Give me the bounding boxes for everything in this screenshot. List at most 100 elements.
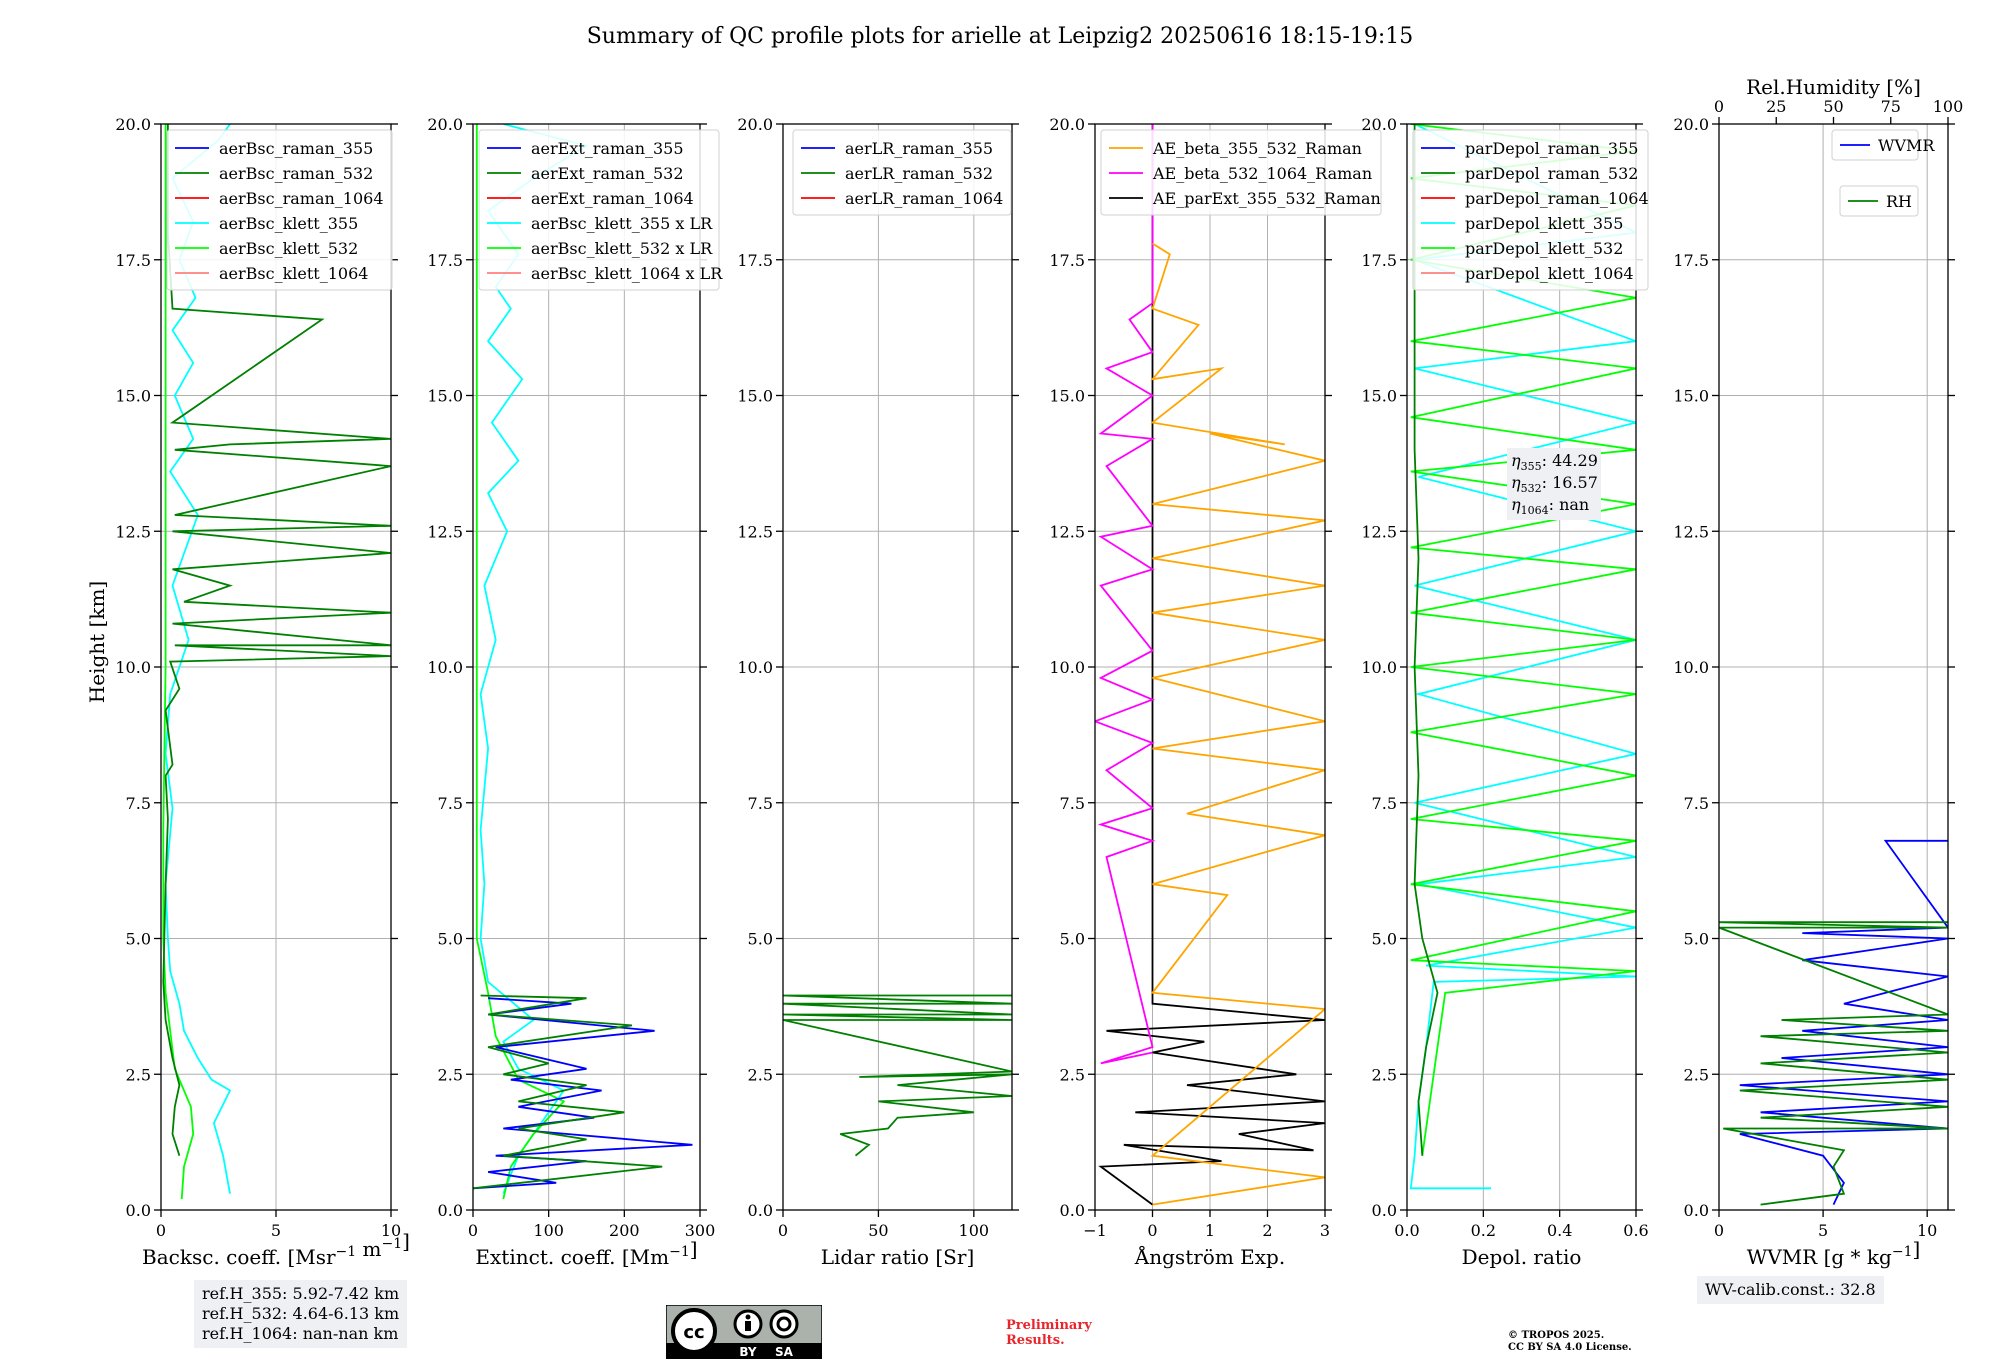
series-parDepol_klett_532 bbox=[1410, 124, 1636, 1156]
series-aerExt_raman_355 bbox=[473, 997, 693, 1190]
legend-label: aerBsc_klett_532 x LR bbox=[531, 239, 713, 258]
y-tick-label: 20.0 bbox=[1049, 115, 1085, 134]
y-tick-label: 20.0 bbox=[737, 115, 773, 134]
x-tick-label: 10 bbox=[381, 1221, 401, 1240]
cc-sa-text: SA bbox=[775, 1345, 794, 1359]
legend-label: aerBsc_klett_1064 bbox=[219, 264, 368, 283]
legend-box bbox=[1412, 129, 1649, 291]
y-tick-label: 7.5 bbox=[748, 794, 773, 813]
legend-box bbox=[792, 129, 1012, 216]
panel-lidar_ratio: 0.0 2.5 5.0 7.5 10.0 12.5 15.0 17.5 20.0 0 50 100 Li… bbox=[737, 115, 1019, 1269]
x-tick-label: 5 bbox=[1818, 1221, 1828, 1240]
y-axis-label: Height [km] bbox=[85, 581, 109, 703]
y-tick-label: 0.0 bbox=[438, 1201, 463, 1220]
series-aerExt_raman_532 bbox=[473, 994, 663, 1190]
series-parDepol_raman_532 bbox=[1413, 124, 1439, 1156]
legend-label: aerBsc_klett_1064 x LR bbox=[531, 264, 723, 283]
y-tick-label: 10.0 bbox=[737, 658, 773, 677]
y-tick-label: 2.5 bbox=[748, 1065, 773, 1084]
annotation-box bbox=[1507, 448, 1601, 520]
ref-height-1064: ref.H_1064: nan-nan km bbox=[202, 1324, 399, 1343]
x-tick-label: 0.2 bbox=[1471, 1221, 1496, 1240]
x-tick-label: 5 bbox=[271, 1221, 281, 1240]
y-tick-label: 7.5 bbox=[1060, 794, 1085, 813]
series-group bbox=[1095, 124, 1325, 1206]
x-tick-label: 0.6 bbox=[1623, 1221, 1648, 1240]
wv-calib-box: WV-calib.const.: 32.8 bbox=[1697, 1276, 1884, 1304]
legend-label: aerExt_raman_532 bbox=[531, 164, 684, 183]
legend-label: aerBsc_raman_355 bbox=[219, 139, 373, 158]
legend: aerExt_raman_355 aerExt_raman_532 aerExt_r… bbox=[478, 129, 723, 291]
legend-label: AE_beta_355_532_Raman bbox=[1152, 139, 1362, 158]
x-axis-label: Lidar ratio [Sr] bbox=[821, 1245, 975, 1269]
y-tick-label: 15.0 bbox=[1673, 387, 1709, 406]
y-tick-label: 17.5 bbox=[427, 251, 463, 270]
y-tick-label: 20.0 bbox=[115, 115, 151, 134]
panel-extinction: 0.0 2.5 5.0 7.5 10.0 12.5 15.0 17.5 20.0 0 100 200 3… bbox=[427, 115, 723, 1269]
legend-label: AE_beta_532_1064_Raman bbox=[1152, 164, 1372, 183]
y-tick-label: 2.5 bbox=[126, 1065, 151, 1084]
y-tick-label: 10.0 bbox=[427, 658, 463, 677]
x-axis-label: WVMR [g * kg−1] bbox=[1747, 1237, 1921, 1269]
cc-icon: cc bbox=[683, 1322, 704, 1343]
x-tick-label: 1 bbox=[1205, 1221, 1215, 1240]
y-tick-label: 5.0 bbox=[1060, 930, 1085, 949]
x-tick-label: 10 bbox=[1917, 1221, 1937, 1240]
legend-label: aerExt_raman_1064 bbox=[531, 189, 694, 208]
y-tick-label: 0.0 bbox=[1060, 1201, 1085, 1220]
x-tick-label: 300 bbox=[685, 1221, 716, 1240]
series-aerBsc_klett_532 bbox=[162, 124, 195, 1200]
preliminary-note: Preliminary Results. bbox=[1006, 1318, 1092, 1348]
series-group bbox=[1409, 124, 1636, 1190]
y-tick-label: 10.0 bbox=[1361, 658, 1397, 677]
x-axis-label: Depol. ratio bbox=[1462, 1245, 1582, 1269]
legend-label: aerBsc_klett_355 bbox=[219, 214, 358, 233]
legend: AE_beta_355_532_Raman AE_beta_532_1064_Ra… bbox=[1100, 129, 1382, 216]
legend: aerBsc_raman_355 aerBsc_raman_532 aerBsc_r… bbox=[166, 129, 393, 291]
y-tick-label: 15.0 bbox=[427, 387, 463, 406]
cc-by-sa-badge: cc BY SA bbox=[666, 1305, 822, 1359]
legend-label: aerExt_raman_355 bbox=[531, 139, 684, 158]
series-group bbox=[783, 994, 1012, 1157]
figure-title: Summary of QC profile plots for arielle … bbox=[587, 24, 1414, 49]
legend-label: aerLR_raman_532 bbox=[845, 164, 993, 183]
y-tick-label: 0.0 bbox=[1372, 1201, 1397, 1220]
cc-by-text: BY bbox=[739, 1345, 756, 1359]
legend: aerLR_raman_355 aerLR_raman_532 aerLR_rama… bbox=[792, 129, 1012, 216]
legend-box bbox=[1831, 129, 1919, 161]
y-tick-label: 12.5 bbox=[1049, 522, 1085, 541]
legend-label: aerLR_raman_1064 bbox=[845, 189, 1003, 208]
copyright-note: © TROPOS 2025. CC BY SA 4.0 License. bbox=[1508, 1330, 1632, 1354]
copyright-line-1: © TROPOS 2025. bbox=[1508, 1330, 1605, 1341]
series-aerBsc_klett_532 x LR bbox=[475, 124, 566, 1200]
y-tick-label: 17.5 bbox=[115, 251, 151, 270]
y-tick-label: 17.5 bbox=[1049, 251, 1085, 270]
x-tick-label: 3 bbox=[1320, 1221, 1330, 1240]
x-tick-label: 2 bbox=[1262, 1221, 1272, 1240]
y-tick-label: 17.5 bbox=[1673, 251, 1709, 270]
legend: WVMR bbox=[1831, 129, 1935, 161]
y-tick-label: 10.0 bbox=[115, 658, 151, 677]
y-tick-label: 20.0 bbox=[427, 115, 463, 134]
top-x-axis-label: Rel.Humidity [%] bbox=[1746, 75, 1921, 99]
y-tick-label: 20.0 bbox=[1361, 115, 1397, 134]
x-tick-label: 0 bbox=[1147, 1221, 1157, 1240]
legend-box bbox=[478, 129, 720, 291]
y-tick-label: 5.0 bbox=[748, 930, 773, 949]
series-WVMR bbox=[1739, 839, 1948, 1205]
panel-angstrom: 0.0 2.5 5.0 7.5 10.0 12.5 15.0 17.5 20.0 −1 0 1 2 3 Ån… bbox=[1049, 115, 1382, 1269]
x-axis-label: Backsc. coeff. [Msr−1 m−1] bbox=[142, 1229, 410, 1269]
preliminary-line-2: Results. bbox=[1006, 1333, 1065, 1348]
y-tick-label: 15.0 bbox=[115, 387, 151, 406]
x-axis-label: Ångström Exp. bbox=[1134, 1244, 1285, 1269]
y-tick-label: 5.0 bbox=[438, 930, 463, 949]
series-group bbox=[1719, 839, 1948, 1206]
y-tick-label: 12.5 bbox=[737, 522, 773, 541]
legend-label: parDepol_klett_532 bbox=[1465, 239, 1623, 258]
top-x-tick-label: 75 bbox=[1881, 97, 1901, 116]
y-tick-label: 12.5 bbox=[115, 522, 151, 541]
y-tick-label: 17.5 bbox=[737, 251, 773, 270]
x-tick-label: 0 bbox=[156, 1221, 166, 1240]
x-tick-label: 0 bbox=[1714, 1221, 1724, 1240]
series-aerLR_raman_532 bbox=[783, 994, 1012, 1157]
